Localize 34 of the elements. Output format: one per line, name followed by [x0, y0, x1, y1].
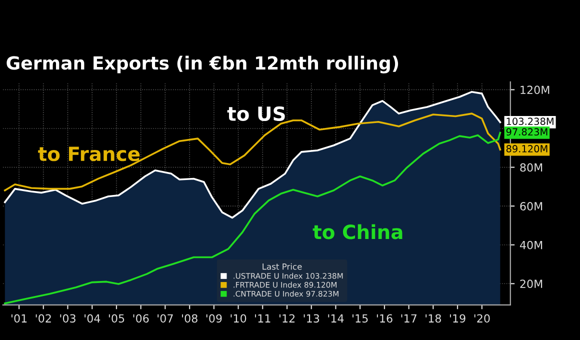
data-label: 103.238M [506, 118, 554, 126]
x-tick-label: '09 [206, 314, 222, 323]
x-tick-label: '04 [84, 314, 100, 323]
x-tick-label: '19 [450, 314, 466, 323]
line-series [4, 132, 502, 304]
x-tick-label: '16 [376, 314, 392, 323]
x-tick-label: '12 [280, 314, 295, 322]
annotation: to France [38, 146, 140, 162]
x-tick-label: '01 [12, 314, 27, 323]
data-label: 97.823M [506, 128, 548, 136]
x-tick-label: '13 [304, 314, 320, 323]
y-tick-label: 20M [520, 280, 542, 288]
y-tick-label: 60M [520, 202, 542, 210]
legend-title: Last Price [262, 263, 302, 270]
x-tick-label: '10 [230, 314, 246, 323]
x-tick-label: '03 [60, 314, 76, 323]
x-tick-label: '20 [474, 314, 490, 323]
x-tick-label: '02 [36, 314, 51, 323]
x-tick-label: '15 [352, 314, 368, 323]
x-tick-label: '06 [133, 314, 149, 323]
x-tick-label: '11 [255, 314, 270, 322]
x-tick-label: '05 [108, 314, 124, 323]
x-tick-label: '14 [328, 314, 344, 322]
x-tick-label: '17 [401, 314, 416, 322]
chart-title: German Exports (in €bn 12mth rolling) [6, 56, 398, 74]
annotation: to China [312, 224, 402, 240]
annotation: to US [227, 106, 285, 122]
y-tick-label: 80M [520, 163, 542, 172]
y-tick-label: 40M [520, 240, 542, 250]
x-tick-label: '18 [426, 314, 441, 323]
x-tick-label: '07 [158, 314, 173, 323]
y-tick-label: 120M [520, 86, 550, 94]
x-tick-label: '08 [182, 314, 198, 323]
data-label: 89.120M [506, 145, 548, 152]
